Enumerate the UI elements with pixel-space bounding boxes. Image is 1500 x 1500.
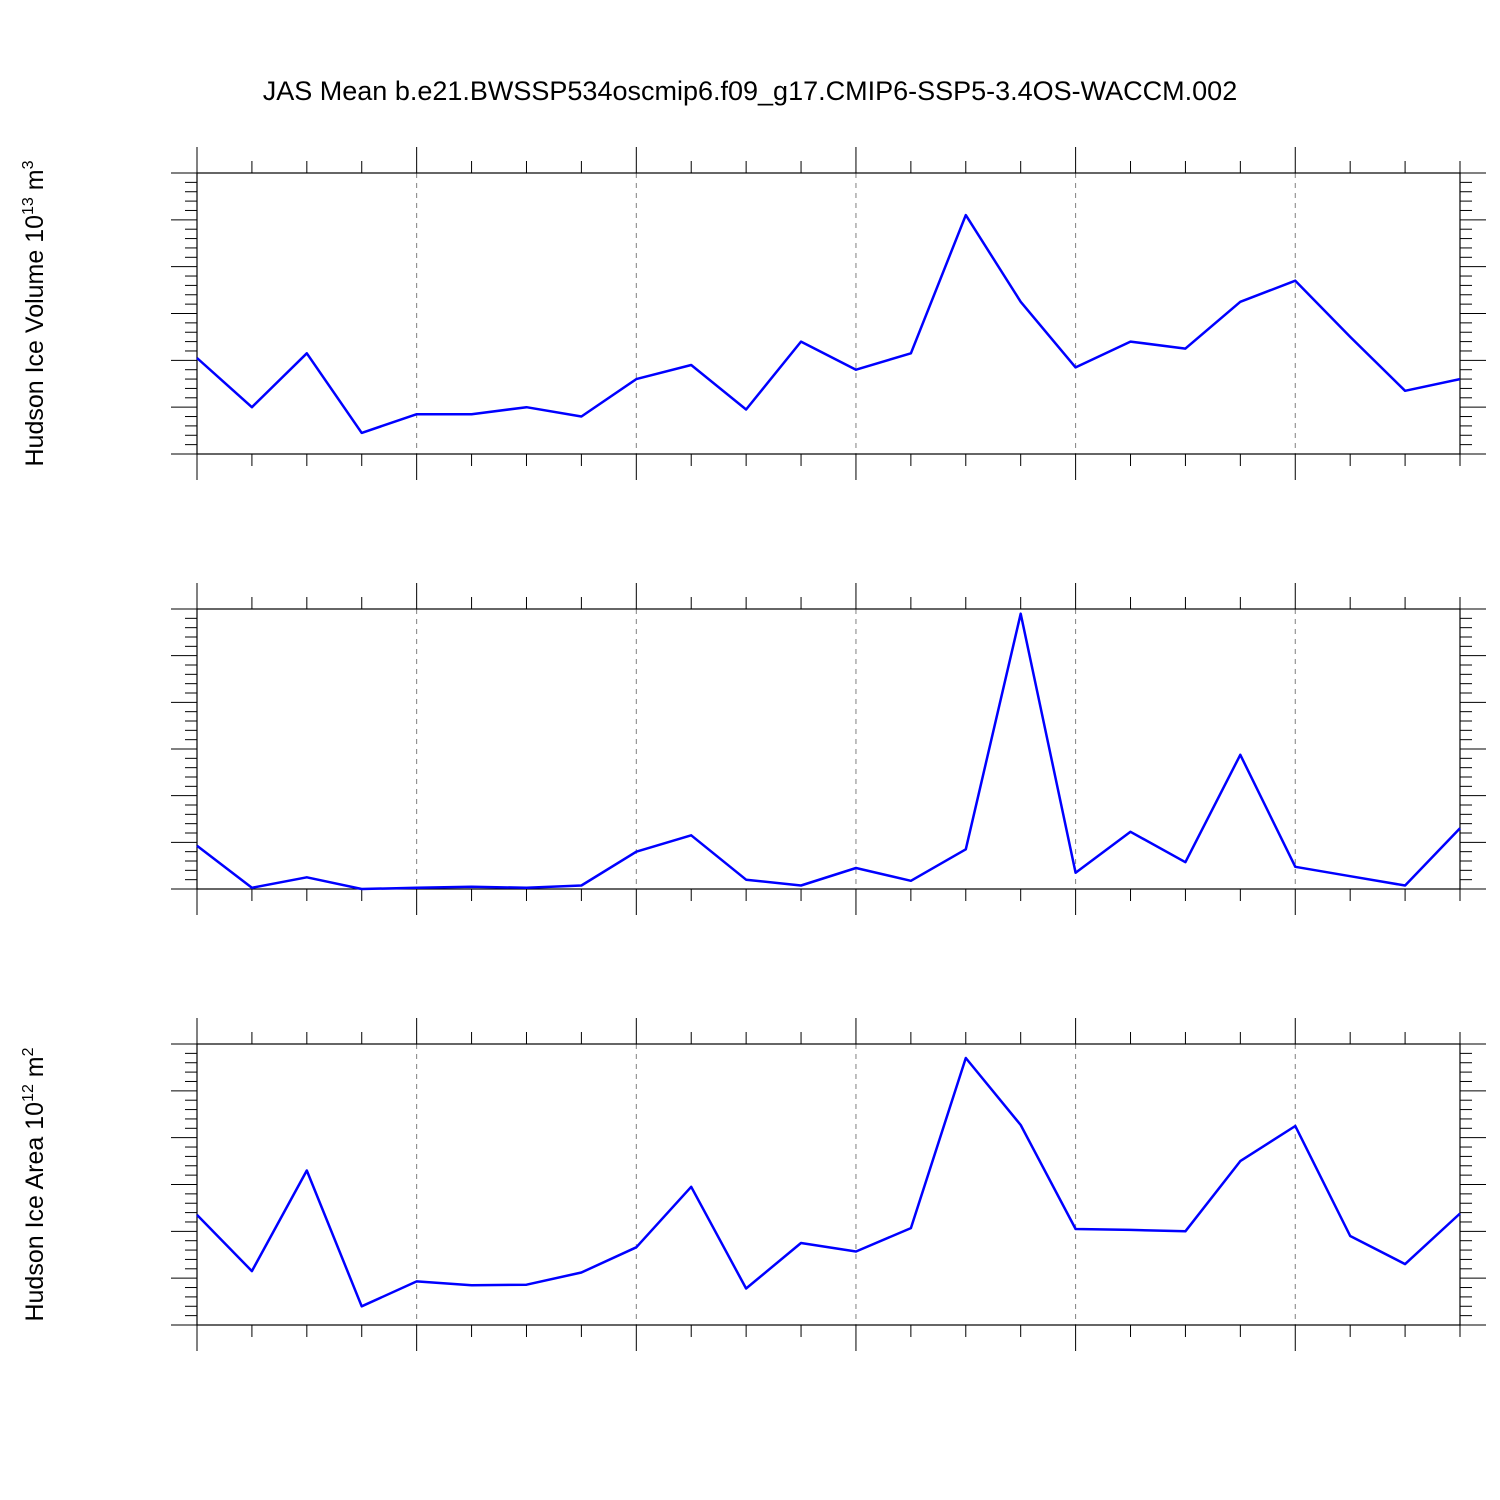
y-axis-label-text: m [21, 1056, 49, 1084]
y-axis-label-superscript: 3 [20, 160, 37, 169]
y-axis-label-superscript: 13 [20, 197, 37, 215]
plot-frame [196, 1043, 1461, 1326]
series-line [196, 213, 1461, 435]
figure-title: JAS Mean b.e21.BWSSP534oscmip6.f09_g17.C… [263, 76, 1237, 106]
y-axis-label-text: Hudson Ice Volume 10 [21, 215, 49, 467]
plot-frame [196, 172, 1461, 455]
y-axis-label-superscript: 12 [20, 1084, 37, 1102]
panel-1: Hudson Ice Volume 1013 m3 [20, 147, 1486, 480]
panel-3: Hudson Ice Area 1012 m2 [20, 1018, 1486, 1351]
series-line [196, 612, 1461, 891]
y-axis-label-superscript: 2 [20, 1047, 37, 1056]
y-axis-label-text: Hudson Ice Area 10 [21, 1102, 49, 1322]
plot-frame [196, 608, 1461, 890]
y-axis-label-text: m [21, 169, 49, 197]
y-axis-label: Hudson Ice Volume 1013 m3 [20, 160, 49, 466]
series-line [196, 1056, 1461, 1308]
panel-2 [171, 583, 1486, 915]
y-axis-label: Hudson Ice Area 1012 m2 [20, 1047, 49, 1321]
